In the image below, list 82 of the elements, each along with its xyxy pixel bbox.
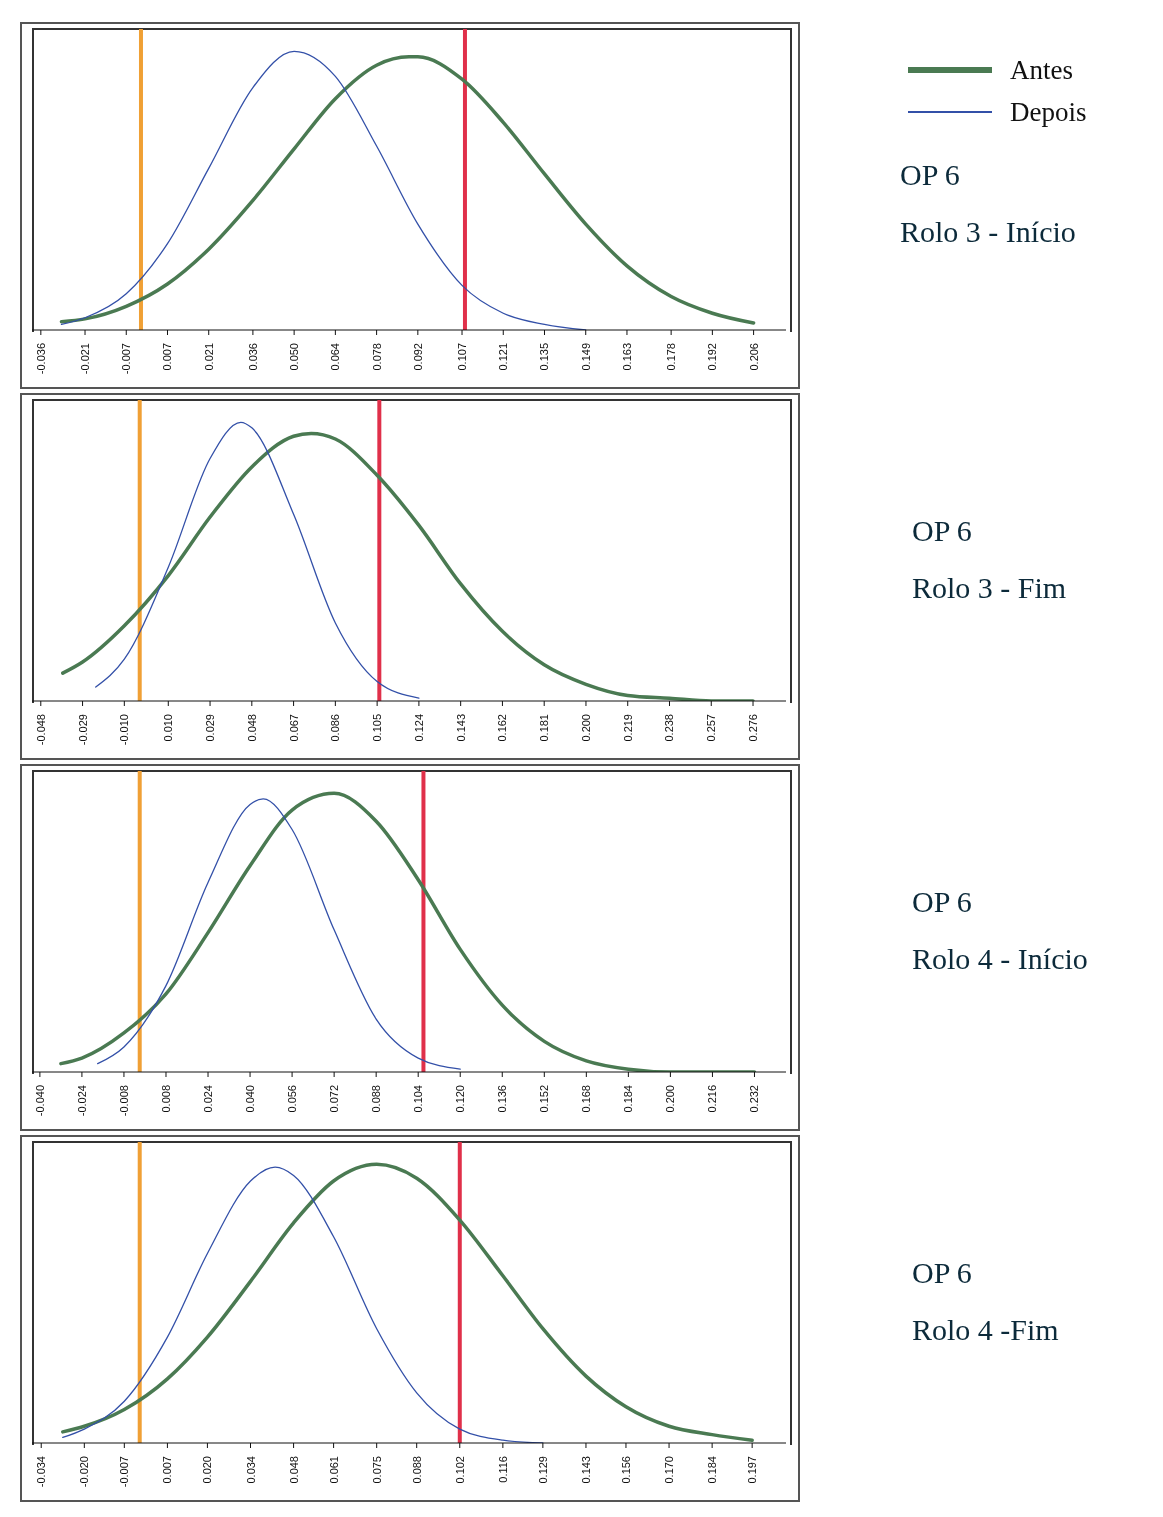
x-tick-label: 0.048: [287, 1456, 300, 1484]
x-tick-label: 0.216: [706, 1085, 719, 1113]
x-tick-label: 0.086: [329, 714, 342, 742]
text: Rolo 3 - Início: [900, 214, 1076, 248]
x-tick-label: -0.007: [118, 1456, 131, 1488]
x-tick-label: 0.276: [747, 714, 760, 742]
x-tick-label: 0.107: [456, 343, 469, 371]
x-tick-label: 0.120: [454, 1085, 467, 1113]
x-tick-label: -0.008: [117, 1085, 130, 1117]
x-tick-label: 0.064: [329, 343, 342, 371]
x-tick-label: 0.092: [411, 343, 424, 371]
x-tick-label: 0.067: [287, 714, 300, 742]
x-tick-label: 0.075: [370, 1456, 383, 1484]
x-tick-label: 0.104: [412, 1085, 425, 1113]
x-tick-label: 0.116: [496, 1456, 509, 1483]
x-tick-label: 0.149: [579, 343, 592, 371]
text: Rolo 4 - Início: [912, 941, 1088, 975]
x-tick-label: 0.168: [580, 1085, 593, 1113]
x-tick-label: 0.135: [538, 343, 551, 371]
x-tick-label: 0.143: [579, 1456, 592, 1484]
x-tick-label: -0.034: [35, 1456, 48, 1488]
x-tick-label: 0.105: [371, 714, 384, 742]
x-tick-label: 0.219: [621, 714, 634, 742]
x-tick-label: 0.078: [370, 343, 383, 371]
x-tick-label: 0.200: [664, 1085, 677, 1113]
x-tick-label: 0.143: [454, 714, 467, 742]
x-tick-label: 0.152: [538, 1085, 551, 1113]
x-tick-label: 0.136: [496, 1085, 509, 1113]
x-tick-label: 0.088: [410, 1456, 423, 1484]
text: Rolo 4 -Fim: [912, 1312, 1059, 1346]
x-tick-label: -0.024: [75, 1085, 88, 1117]
x-tick-label: 0.072: [328, 1085, 341, 1113]
x-tick-label: -0.020: [78, 1456, 91, 1488]
x-tick-label: 0.024: [202, 1085, 215, 1113]
x-tick-label: 0.163: [620, 343, 633, 371]
x-tick-label: 0.036: [246, 343, 259, 371]
x-tick-label: -0.036: [34, 343, 47, 375]
x-tick-label: 0.008: [159, 1085, 172, 1113]
x-tick-label: 0.181: [538, 714, 551, 742]
x-tick-label: 0.200: [579, 714, 592, 742]
x-tick-label: 0.257: [705, 714, 718, 742]
text: Rolo 3 - Fim: [912, 570, 1067, 604]
x-tick-label: 0.048: [245, 714, 258, 742]
x-tick-label: -0.010: [118, 714, 131, 746]
x-tick-label: 0.010: [162, 714, 175, 742]
x-tick-label: 0.021: [202, 343, 215, 371]
x-tick-label: 0.121: [497, 343, 510, 371]
x-tick-label: -0.040: [33, 1085, 46, 1117]
x-tick-label: 0.184: [622, 1085, 635, 1113]
x-tick-label: 0.007: [161, 1456, 174, 1484]
text: OP 6: [912, 513, 972, 547]
x-tick-label: 0.056: [286, 1085, 299, 1113]
x-tick-label: -0.021: [79, 343, 92, 375]
x-tick-label: 0.162: [496, 714, 509, 742]
x-tick-label: 0.029: [204, 714, 217, 742]
x-tick-label: -0.029: [76, 714, 89, 746]
x-tick-label: 0.197: [746, 1456, 759, 1484]
x-tick-label: 0.040: [244, 1085, 257, 1113]
x-tick-label: 0.184: [706, 1456, 719, 1484]
x-tick-label: 0.020: [201, 1456, 214, 1484]
x-tick-label: 0.007: [161, 343, 174, 371]
x-tick-label: 0.129: [536, 1456, 549, 1484]
x-tick-label: 0.061: [327, 1456, 340, 1484]
legend-label: Antes: [1010, 55, 1073, 85]
x-tick-label: 0.206: [747, 343, 760, 371]
x-tick-label: 0.156: [619, 1456, 632, 1484]
x-tick-label: 0.238: [663, 714, 676, 742]
x-tick-label: 0.232: [748, 1085, 761, 1113]
text: OP 6: [912, 884, 972, 918]
x-tick-label: 0.034: [244, 1456, 257, 1484]
x-tick-label: 0.170: [663, 1456, 676, 1484]
x-tick-label: -0.007: [120, 343, 133, 375]
x-tick-label: 0.192: [706, 343, 719, 371]
x-tick-label: 0.050: [288, 343, 301, 371]
text: OP 6: [912, 1255, 972, 1289]
text: OP 6: [900, 157, 960, 191]
x-tick-label: 0.178: [665, 343, 678, 371]
x-tick-label: 0.124: [412, 714, 425, 742]
legend-label: Depois: [1010, 97, 1087, 127]
x-tick-label: 0.102: [453, 1456, 466, 1484]
x-tick-label: 0.088: [370, 1085, 383, 1113]
x-tick-label: -0.048: [34, 714, 47, 746]
